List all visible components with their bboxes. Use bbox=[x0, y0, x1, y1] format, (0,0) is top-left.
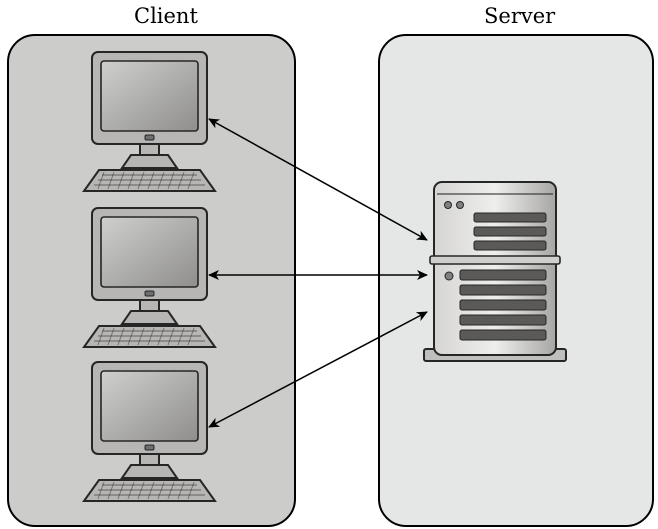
diagram-canvas: Client Server bbox=[0, 0, 658, 529]
client-panel bbox=[7, 34, 296, 527]
client-label: Client bbox=[134, 4, 198, 28]
server-label: Server bbox=[484, 4, 555, 28]
server-panel bbox=[378, 34, 654, 527]
